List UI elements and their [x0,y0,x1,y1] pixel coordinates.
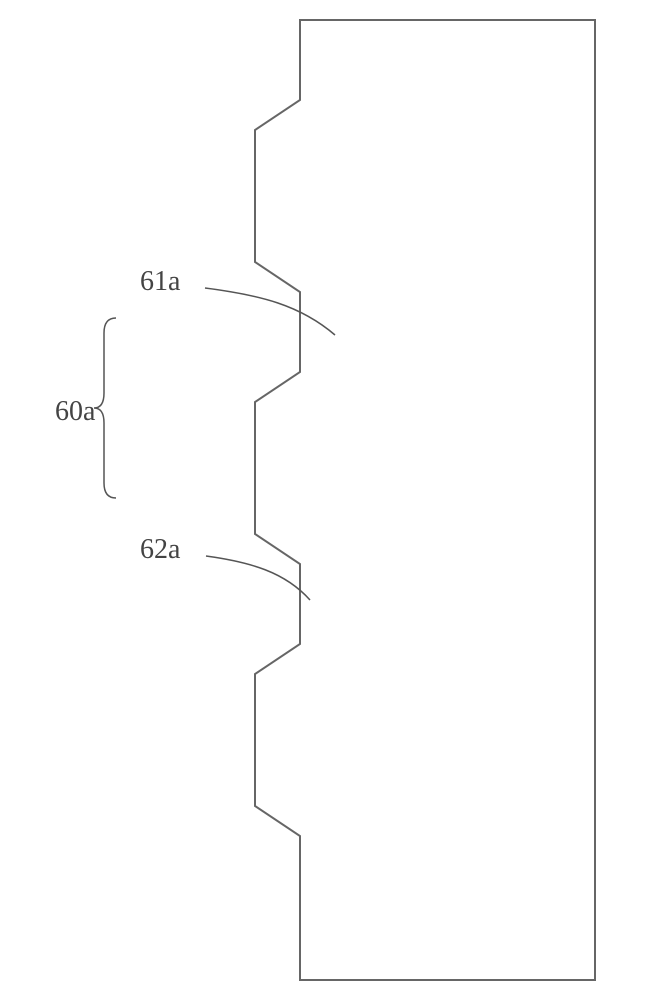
diagram-svg [0,0,667,1000]
label-62a: 62a [140,534,180,566]
leader-upper [205,288,335,335]
leader-lower [206,556,310,600]
profile-outline [255,20,595,980]
label-61a: 61a [140,266,180,298]
label-group-60a: 60a [55,396,95,428]
group-brace [94,318,116,498]
diagram-container: 60a 61a 62a [0,0,667,1000]
